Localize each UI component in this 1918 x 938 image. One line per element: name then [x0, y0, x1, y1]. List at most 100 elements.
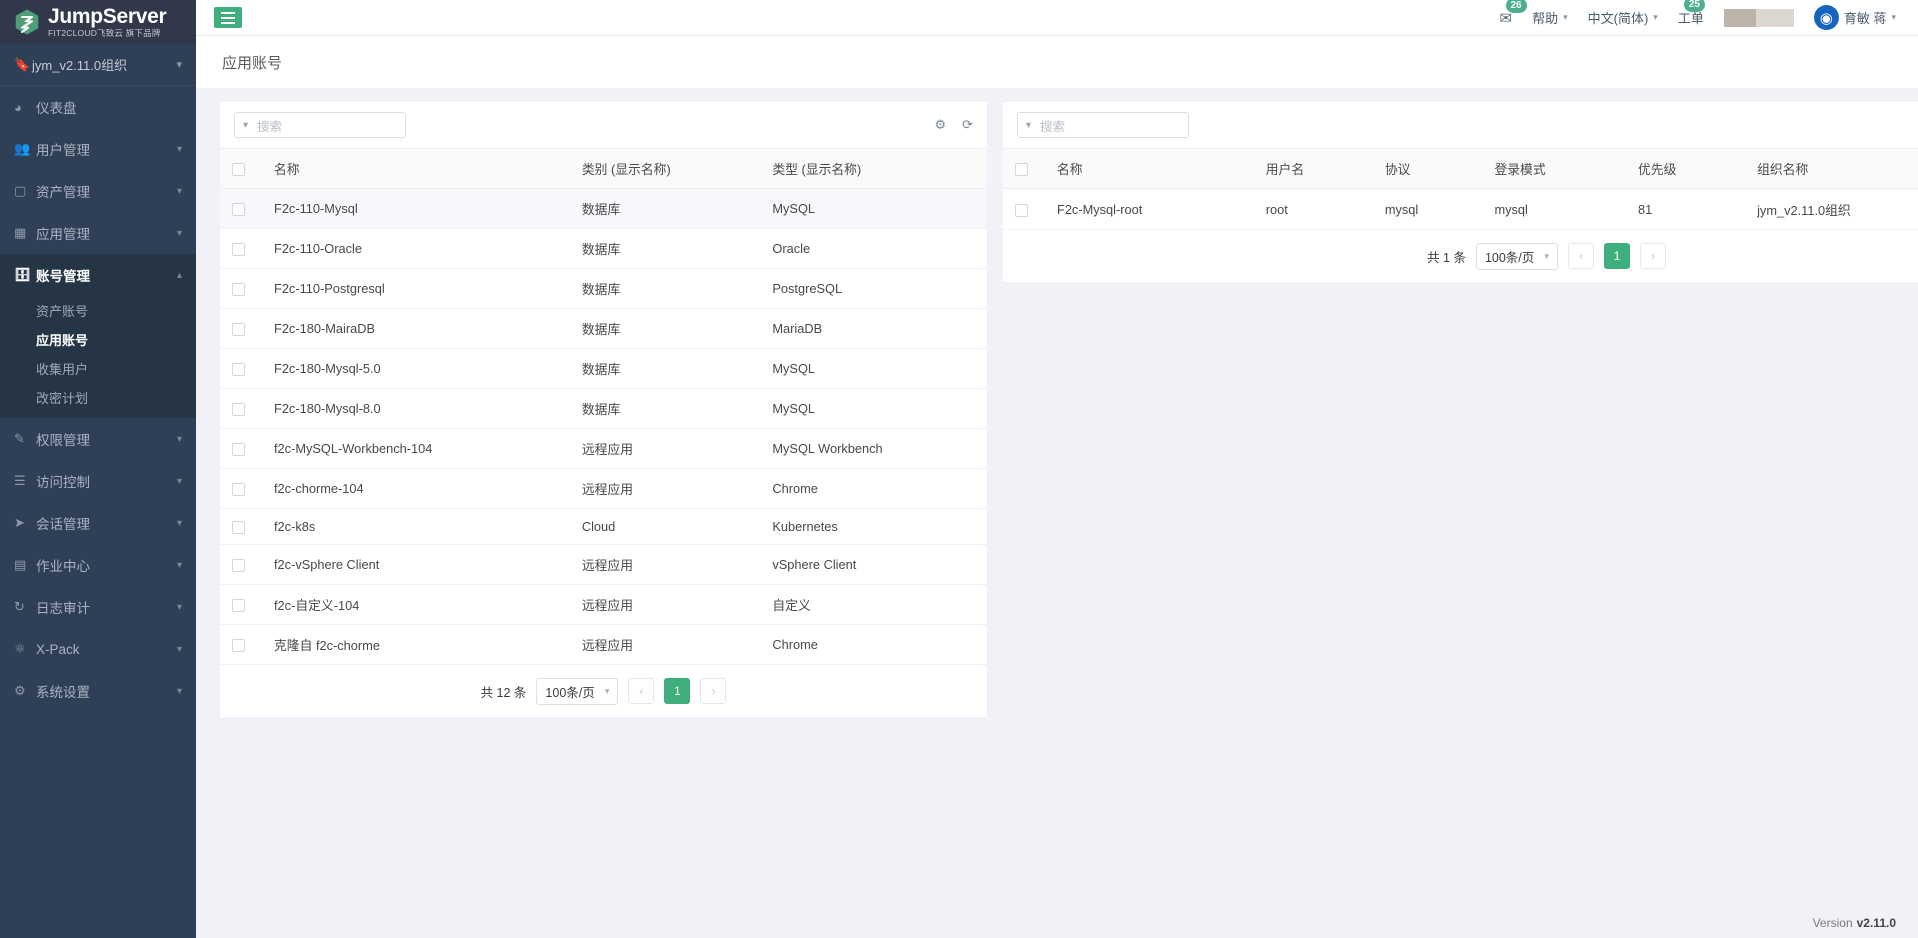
select-all-checkbox[interactable] — [1015, 163, 1028, 177]
sidebar-item-asset-accounts[interactable]: 资产账号 — [0, 296, 196, 325]
apps-grid-icon: ▦ — [14, 225, 27, 240]
row-checkbox[interactable] — [232, 599, 245, 613]
hamburger-icon[interactable] — [214, 7, 242, 28]
col-protocol[interactable]: 协议 — [1372, 148, 1483, 189]
sidebar-item-permissions[interactable]: ✎ 权限管理 ▾ — [0, 418, 196, 460]
brand-logo-block[interactable]: JumpServer FIT2CLOUD飞致云 旗下品牌 — [0, 0, 196, 44]
col-priority[interactable]: 优先级 — [1625, 148, 1746, 189]
row-checkbox[interactable] — [232, 559, 245, 573]
cell-type: 自定义 — [760, 584, 987, 626]
table-row[interactable]: F2c-110-Mysql 数据库 MySQL — [220, 188, 987, 229]
row-checkbox[interactable] — [232, 203, 245, 217]
cell-name[interactable]: F2c-180-Mysql-5.0 — [262, 348, 570, 389]
next-page-button[interactable]: › — [1639, 243, 1666, 269]
page-1-button[interactable]: 1 — [664, 678, 691, 705]
cell-name[interactable]: f2c-MySQL-Workbench-104 — [262, 428, 570, 469]
applications-panel: ▾ 搜索 ⚙ ⟳ 名称 类别 (显示名称) 类型 (显示名称) — [220, 102, 987, 718]
sidebar-item-audit-logs[interactable]: ↻ 日志审计 ▾ — [0, 586, 196, 628]
row-checkbox[interactable] — [232, 323, 245, 337]
sidebar-item-xpack[interactable]: ⚛ X-Pack ▾ — [0, 628, 196, 670]
cell-name[interactable]: F2c-110-Postgresql — [262, 268, 570, 309]
table-row[interactable]: f2c-自定义-104 远程应用 自定义 — [220, 584, 987, 626]
cell-name[interactable]: 克隆自 f2c-chorme — [262, 624, 570, 666]
sidebar-item-app-accounts[interactable]: 应用账号 — [0, 325, 196, 354]
col-category[interactable]: 类别 (显示名称) — [569, 148, 761, 189]
next-page-button[interactable]: › — [700, 678, 727, 705]
col-name[interactable]: 名称 — [1045, 148, 1254, 189]
page-size-select[interactable]: 100条/页 ▾ — [1475, 242, 1558, 270]
chevron-down-icon[interactable]: ▾ — [1026, 119, 1032, 131]
sidebar-subitem-label: 应用账号 — [36, 333, 89, 348]
search-input[interactable]: ▾ 搜索 — [234, 112, 406, 138]
col-login-mode[interactable]: 登录模式 — [1482, 148, 1626, 189]
row-checkbox[interactable] — [232, 243, 245, 257]
sidebar-item-sessions[interactable]: ➤ 会话管理 ▾ — [0, 502, 196, 544]
row-checkbox[interactable] — [232, 639, 245, 653]
chevron-down-icon: ▾ — [176, 643, 182, 655]
prev-page-button[interactable]: ‹ — [628, 678, 655, 705]
cell-type: PostgreSQL — [760, 268, 987, 309]
cell-name[interactable]: f2c-自定义-104 — [262, 584, 570, 626]
col-org[interactable]: 组织名称 — [1745, 148, 1918, 189]
org-selector[interactable]: 🔖 jym_v2.11.0组织 ▾ — [0, 44, 196, 86]
page-size-select[interactable]: 100条/页 ▾ — [536, 677, 619, 705]
user-menu[interactable]: ◉ 育敏 蒋 ▾ — [1813, 5, 1896, 30]
col-username[interactable]: 用户名 — [1253, 148, 1373, 189]
table-row[interactable]: F2c-110-Postgresql 数据库 PostgreSQL — [220, 268, 987, 309]
cell-name[interactable]: F2c-180-Mysql-8.0 — [262, 388, 570, 429]
table-row[interactable]: 克隆自 f2c-chorme 远程应用 Chrome — [220, 624, 987, 666]
help-menu[interactable]: 帮助 ▾ — [1532, 8, 1568, 27]
table-row[interactable]: f2c-vSphere Client 远程应用 vSphere Client — [220, 544, 987, 586]
search-input[interactable]: ▾ 搜索 — [1017, 112, 1189, 138]
table-row[interactable]: f2c-MySQL-Workbench-104 远程应用 MySQL Workb… — [220, 428, 987, 469]
row-checkbox[interactable] — [232, 483, 245, 497]
row-checkbox[interactable] — [1015, 203, 1028, 217]
sidebar-item-system-settings[interactable]: ⚙ 系统设置 ▾ — [0, 670, 196, 712]
table-row[interactable]: F2c-180-MairaDB 数据库 MariaDB — [220, 308, 987, 349]
table-row[interactable]: f2c-chorme-104 远程应用 Chrome — [220, 468, 987, 509]
refresh-icon[interactable]: ⟳ — [962, 117, 973, 132]
chevron-down-icon: ▾ — [1544, 250, 1549, 261]
cell-category: 数据库 — [569, 228, 761, 269]
app-accounts-table-head: 名称 用户名 协议 登录模式 优先级 组织名称 动作 — [1003, 148, 1918, 189]
col-type[interactable]: 类型 (显示名称) — [760, 148, 987, 189]
cell-name[interactable]: F2c-110-Mysql — [262, 188, 570, 229]
row-checkbox[interactable] — [232, 443, 245, 457]
gear-icon[interactable]: ⚙ — [934, 117, 947, 132]
table-row[interactable]: F2c-110-Oracle 数据库 Oracle — [220, 228, 987, 269]
cell-name[interactable]: F2c-110-Oracle — [262, 228, 570, 269]
tickets-button[interactable]: 工单 25 — [1678, 0, 1705, 27]
page-1-button[interactable]: 1 — [1603, 243, 1630, 269]
sidebar-item-dashboard[interactable]: ◕ 仪表盘 — [0, 86, 196, 128]
row-checkbox[interactable] — [232, 521, 245, 535]
sidebar-item-accounts[interactable]: 🗄 账号管理 ▴ — [0, 254, 196, 296]
chevron-down-icon[interactable]: ▾ — [243, 119, 249, 131]
row-select-cell — [220, 624, 262, 666]
row-checkbox[interactable] — [232, 283, 245, 297]
row-checkbox[interactable] — [232, 403, 245, 417]
sidebar-item-users[interactable]: 👥 用户管理 ▾ — [0, 128, 196, 170]
prev-page-button[interactable]: ‹ — [1567, 243, 1594, 269]
col-name[interactable]: 名称 — [262, 148, 570, 189]
table-row[interactable]: F2c-Mysql-root root mysql mysql 81 jym_v… — [1003, 188, 1918, 230]
sidebar-item-job-center[interactable]: ▤ 作业中心 ▾ — [0, 544, 196, 586]
sidebar-item-gather-users[interactable]: 收集用户 — [0, 354, 196, 383]
cell-name[interactable]: f2c-vSphere Client — [262, 544, 570, 586]
language-menu[interactable]: 中文(简体) ▾ — [1588, 8, 1658, 27]
sidebar-item-access-control[interactable]: ☰ 访问控制 ▾ — [0, 460, 196, 502]
table-row[interactable]: f2c-k8s Cloud Kubernetes — [220, 508, 987, 546]
cell-name[interactable]: F2c-180-MairaDB — [262, 308, 570, 349]
row-select-cell — [220, 508, 262, 546]
sidebar-item-label: 日志审计 — [36, 601, 90, 616]
sidebar-item-change-password-plan[interactable]: 改密计划 — [0, 383, 196, 412]
row-checkbox[interactable] — [232, 363, 245, 377]
sidebar-item-assets[interactable]: ▢ 资产管理 ▾ — [0, 170, 196, 212]
cell-name[interactable]: F2c-Mysql-root — [1045, 188, 1254, 230]
cell-name[interactable]: f2c-k8s — [262, 508, 570, 546]
sidebar-item-apps[interactable]: ▦ 应用管理 ▾ — [0, 212, 196, 254]
select-all-checkbox[interactable] — [232, 163, 245, 177]
table-row[interactable]: F2c-180-Mysql-8.0 数据库 MySQL — [220, 388, 987, 429]
messages-button[interactable]: ✉ 26 — [1500, 0, 1527, 27]
table-row[interactable]: F2c-180-Mysql-5.0 数据库 MySQL — [220, 348, 987, 389]
cell-name[interactable]: f2c-chorme-104 — [262, 468, 570, 509]
